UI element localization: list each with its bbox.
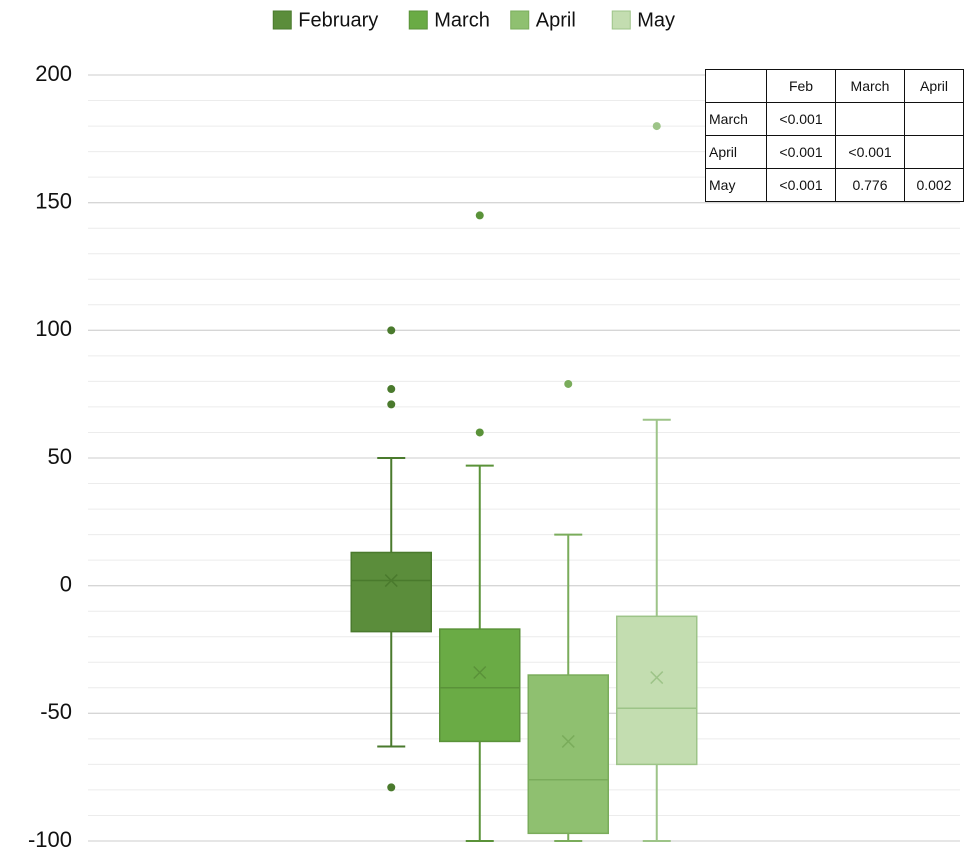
table-row: May <0.001 0.776 0.002 [705, 168, 964, 202]
mean-marker [650, 671, 664, 685]
legend-swatch [272, 10, 292, 30]
mean-marker [561, 734, 575, 748]
outlier [387, 326, 396, 335]
legend-swatch [408, 10, 428, 30]
legend-label: February [298, 9, 378, 31]
outlier [387, 385, 396, 394]
y-tick-label: -50 [40, 699, 72, 724]
y-tick-label: 0 [60, 571, 72, 596]
table-row: March <0.001 [705, 102, 964, 136]
table-cell: <0.001 [766, 135, 836, 169]
y-tick-label: -100 [28, 827, 72, 852]
table-cell [904, 135, 964, 169]
y-tick-label: 100 [35, 316, 72, 341]
table-corner [705, 69, 767, 103]
legend-swatch [510, 10, 530, 30]
table-cell: 0.776 [835, 168, 905, 202]
outlier [387, 400, 396, 409]
outlier [564, 379, 573, 388]
table-cell [835, 102, 905, 136]
table-cell [904, 102, 964, 136]
box [439, 628, 521, 743]
outlier [475, 428, 484, 437]
legend-label: April [536, 9, 576, 31]
column-header: April [904, 69, 964, 103]
table-cell: <0.001 [766, 168, 836, 202]
column-header: March [835, 69, 905, 103]
legend-label: May [637, 9, 675, 31]
legend-swatch [611, 10, 631, 30]
mean-marker [384, 574, 398, 588]
y-tick-label: 150 [35, 188, 72, 213]
table-cell: <0.001 [835, 135, 905, 169]
box [527, 674, 609, 835]
outlier [475, 211, 484, 220]
table-cell: 0.002 [904, 168, 964, 202]
box [350, 551, 432, 633]
row-header: May [705, 168, 767, 202]
outlier [652, 122, 661, 131]
y-tick-label: 50 [48, 444, 72, 469]
table-row: April <0.001 <0.001 [705, 135, 964, 169]
row-header: April [705, 135, 767, 169]
box [616, 615, 698, 766]
mean-marker [473, 665, 487, 680]
legend-label: March [434, 9, 490, 31]
p-value-table: Feb March April March <0.001 April <0.001 <0.00… [705, 69, 964, 202]
table-cell: <0.001 [766, 102, 836, 136]
outlier [387, 783, 396, 792]
column-header: Feb [766, 69, 836, 103]
y-tick-label: 200 [35, 61, 72, 86]
row-header: March [705, 102, 767, 136]
table-header-row: Feb March April [705, 69, 964, 103]
